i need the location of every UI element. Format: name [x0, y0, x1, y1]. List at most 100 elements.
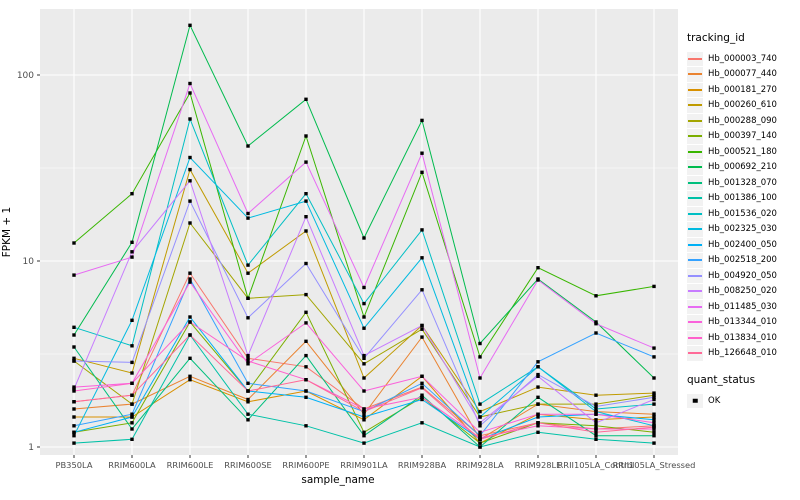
data-point — [188, 315, 192, 319]
x-tick-label: RRIM928LE — [515, 460, 562, 470]
data-point — [246, 211, 250, 216]
data-point — [362, 412, 366, 416]
x-tick-label: RRIM600SE — [224, 460, 271, 470]
x-tick-label: PB350LA — [55, 460, 92, 470]
legend-item-Hb_000288_090: Hb_000288_090 — [687, 113, 799, 129]
x-tick-label: RRIM928LA — [456, 460, 504, 470]
x-tick-label: RRIM928BA — [398, 460, 447, 470]
data-point — [594, 407, 598, 411]
data-point — [478, 421, 482, 425]
data-point — [420, 374, 424, 378]
legend-item-label: Hb_002325_030 — [708, 224, 777, 235]
data-point — [420, 335, 424, 339]
legend-item-Hb_002325_030: Hb_002325_030 — [687, 222, 799, 238]
x-tick-label: RRIM600PE — [282, 460, 329, 470]
data-point — [246, 412, 250, 416]
data-point — [130, 360, 134, 365]
data-point — [72, 389, 76, 393]
legend-item-label: Hb_002400_050 — [708, 239, 777, 250]
data-point — [72, 400, 76, 404]
data-point — [478, 434, 482, 438]
data-point — [188, 280, 192, 284]
data-point — [304, 424, 308, 428]
legend-key-line-icon — [687, 315, 703, 330]
legend-item-label: Hb_000397_140 — [708, 131, 777, 142]
data-point — [652, 346, 656, 350]
data-point — [362, 236, 366, 240]
data-point — [420, 327, 424, 331]
data-point — [362, 441, 366, 445]
data-point — [594, 412, 598, 416]
data-point — [362, 356, 366, 360]
data-point — [130, 381, 134, 385]
data-point — [362, 407, 366, 411]
legend-line-swatch — [688, 73, 702, 76]
legend-key-line-icon — [687, 160, 703, 175]
data-point — [652, 284, 656, 289]
data-point — [188, 333, 192, 337]
data-point — [246, 381, 250, 385]
data-point — [304, 160, 308, 164]
data-point — [72, 407, 76, 411]
y-tick-label: 100 — [17, 71, 34, 81]
legend-item-Hb_000181_270: Hb_000181_270 — [687, 82, 799, 98]
legend-line-swatch — [688, 336, 702, 339]
data-point — [536, 402, 540, 406]
data-point — [362, 285, 366, 290]
data-point — [304, 378, 308, 382]
data-point — [246, 296, 250, 300]
data-point — [594, 294, 598, 298]
data-point — [362, 301, 366, 306]
legend-quant-items: OK — [687, 393, 799, 409]
legend-item-label: Hb_000521_180 — [708, 146, 777, 157]
data-point — [478, 409, 482, 414]
legend-key-line-icon — [687, 175, 703, 190]
data-point — [72, 430, 76, 434]
data-point — [246, 216, 250, 220]
legend-item-label: Hb_000181_270 — [708, 84, 777, 95]
legend-item-Hb_004920_050: Hb_004920_050 — [687, 268, 799, 284]
data-point — [594, 421, 598, 425]
data-point — [72, 333, 76, 337]
legend-line-swatch — [688, 135, 702, 138]
y-axis-title: FPKM + 1 — [1, 206, 13, 258]
data-point — [652, 393, 656, 397]
data-point — [594, 393, 598, 397]
data-point — [130, 240, 134, 244]
data-point — [130, 318, 134, 322]
legend-key-line-icon — [687, 82, 703, 97]
data-point — [420, 288, 424, 292]
data-point — [188, 221, 192, 225]
data-point — [246, 271, 250, 275]
legend-key-line-icon — [687, 113, 703, 128]
legend-item-label: Hb_000288_090 — [708, 115, 777, 126]
data-point — [362, 389, 366, 393]
data-point — [652, 434, 656, 438]
data-point — [130, 437, 134, 441]
data-point — [188, 374, 192, 378]
legend-item-Hb_000260_610: Hb_000260_610 — [687, 98, 799, 114]
data-point — [536, 395, 540, 399]
data-point — [594, 409, 598, 414]
data-point — [246, 353, 250, 358]
legend-item-label: Hb_000260_610 — [708, 100, 777, 111]
data-point — [188, 378, 192, 382]
legend-key-line-icon — [687, 129, 703, 144]
data-point — [362, 376, 366, 380]
data-point — [246, 400, 250, 404]
legend-item-label: Hb_002518_200 — [708, 255, 777, 266]
legend-key-line-icon — [687, 330, 703, 345]
data-point — [362, 362, 366, 366]
data-point — [188, 23, 192, 27]
data-point — [304, 321, 308, 325]
legend-item-Hb_002518_200: Hb_002518_200 — [687, 253, 799, 269]
data-point — [246, 397, 250, 402]
data-point — [536, 421, 540, 425]
data-point — [652, 391, 656, 395]
x-tick-label: RRII105LA_Stressed — [613, 460, 696, 470]
data-point — [188, 277, 192, 281]
data-point — [304, 395, 308, 399]
data-point — [130, 427, 134, 431]
legend-line-swatch — [688, 181, 702, 184]
legend-item-label: Hb_004920_050 — [708, 270, 777, 281]
